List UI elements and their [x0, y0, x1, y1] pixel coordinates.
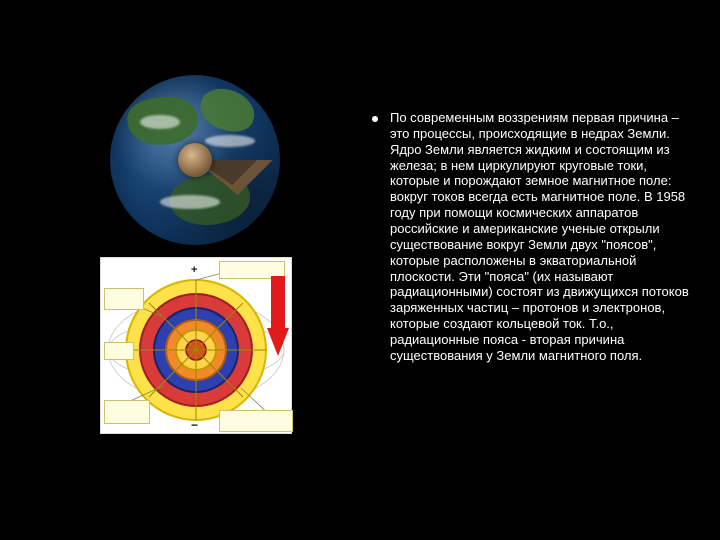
- slide: + − По современным воззрениям первая при…: [0, 0, 720, 540]
- figure-earth-cutaway: [100, 75, 290, 245]
- bullet-item: По современным воззрениям первая причина…: [372, 110, 692, 364]
- pole-minus: −: [191, 418, 198, 432]
- inner-core: [178, 143, 212, 177]
- cloud: [140, 115, 180, 129]
- belt-label: [104, 400, 150, 424]
- belt-label: [104, 342, 134, 360]
- landmass: [196, 84, 259, 137]
- red-arrow-icon: [267, 276, 289, 356]
- earth-globe: [110, 75, 280, 245]
- belt-label: [104, 288, 144, 310]
- figure-radiation-belts: + −: [100, 257, 292, 434]
- bullet-dot-icon: [372, 116, 378, 122]
- text-column: По современным воззрениям первая причина…: [372, 110, 692, 364]
- cloud: [160, 195, 220, 209]
- pole-plus: +: [191, 264, 197, 276]
- figures-column: + −: [100, 75, 310, 434]
- body-text: По современным воззрениям первая причина…: [390, 110, 692, 364]
- belt-label: [219, 410, 293, 432]
- cloud: [205, 135, 255, 147]
